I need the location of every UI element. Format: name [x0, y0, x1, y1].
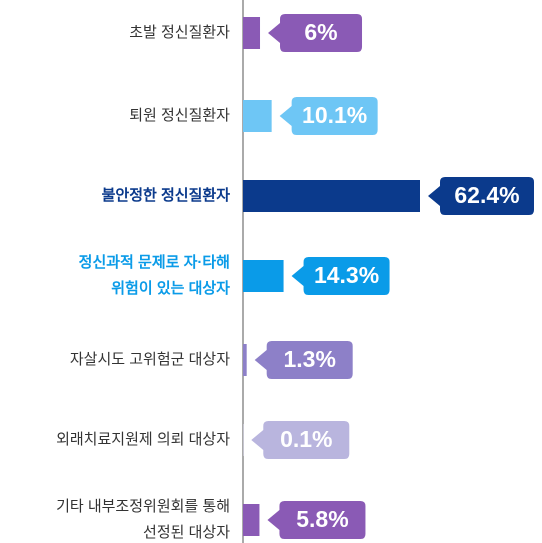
bar — [243, 17, 261, 49]
value-callout — [254, 341, 353, 379]
category-label: 선정된 대상자 — [143, 524, 230, 541]
value-callout — [251, 421, 350, 459]
category-label: 정신과적 문제로 자·타해 — [79, 253, 230, 271]
category-label: 불안정한 정신질환자 — [102, 186, 231, 204]
bar — [243, 504, 260, 536]
bar — [243, 100, 272, 132]
bar — [243, 180, 420, 212]
value-callout — [268, 14, 363, 52]
category-label: 퇴원 정신질환자 — [129, 107, 230, 124]
value-callout — [428, 177, 534, 215]
category-label: 초발 정신질환자 — [129, 24, 230, 41]
value-callout — [291, 257, 390, 295]
value-callout — [279, 97, 378, 135]
value-label: 6% — [304, 19, 337, 45]
category-label: 기타 내부조정위원회를 통해 — [56, 498, 230, 515]
value-label: 0.1% — [280, 426, 332, 452]
value-label: 5.8% — [296, 506, 348, 532]
value-label: 1.3% — [283, 346, 335, 372]
category-label: 외래치료지원제 의뢰 대상자 — [56, 431, 230, 448]
bar — [243, 344, 247, 376]
value-label: 14.3% — [314, 262, 379, 288]
bar — [243, 260, 284, 292]
category-label: 위험이 있는 대상자 — [111, 279, 230, 297]
value-label: 10.1% — [302, 102, 367, 128]
value-label: 62.4% — [454, 182, 519, 208]
category-label: 자살시도 고위험군 대상자 — [70, 351, 230, 368]
value-callout — [267, 501, 366, 539]
